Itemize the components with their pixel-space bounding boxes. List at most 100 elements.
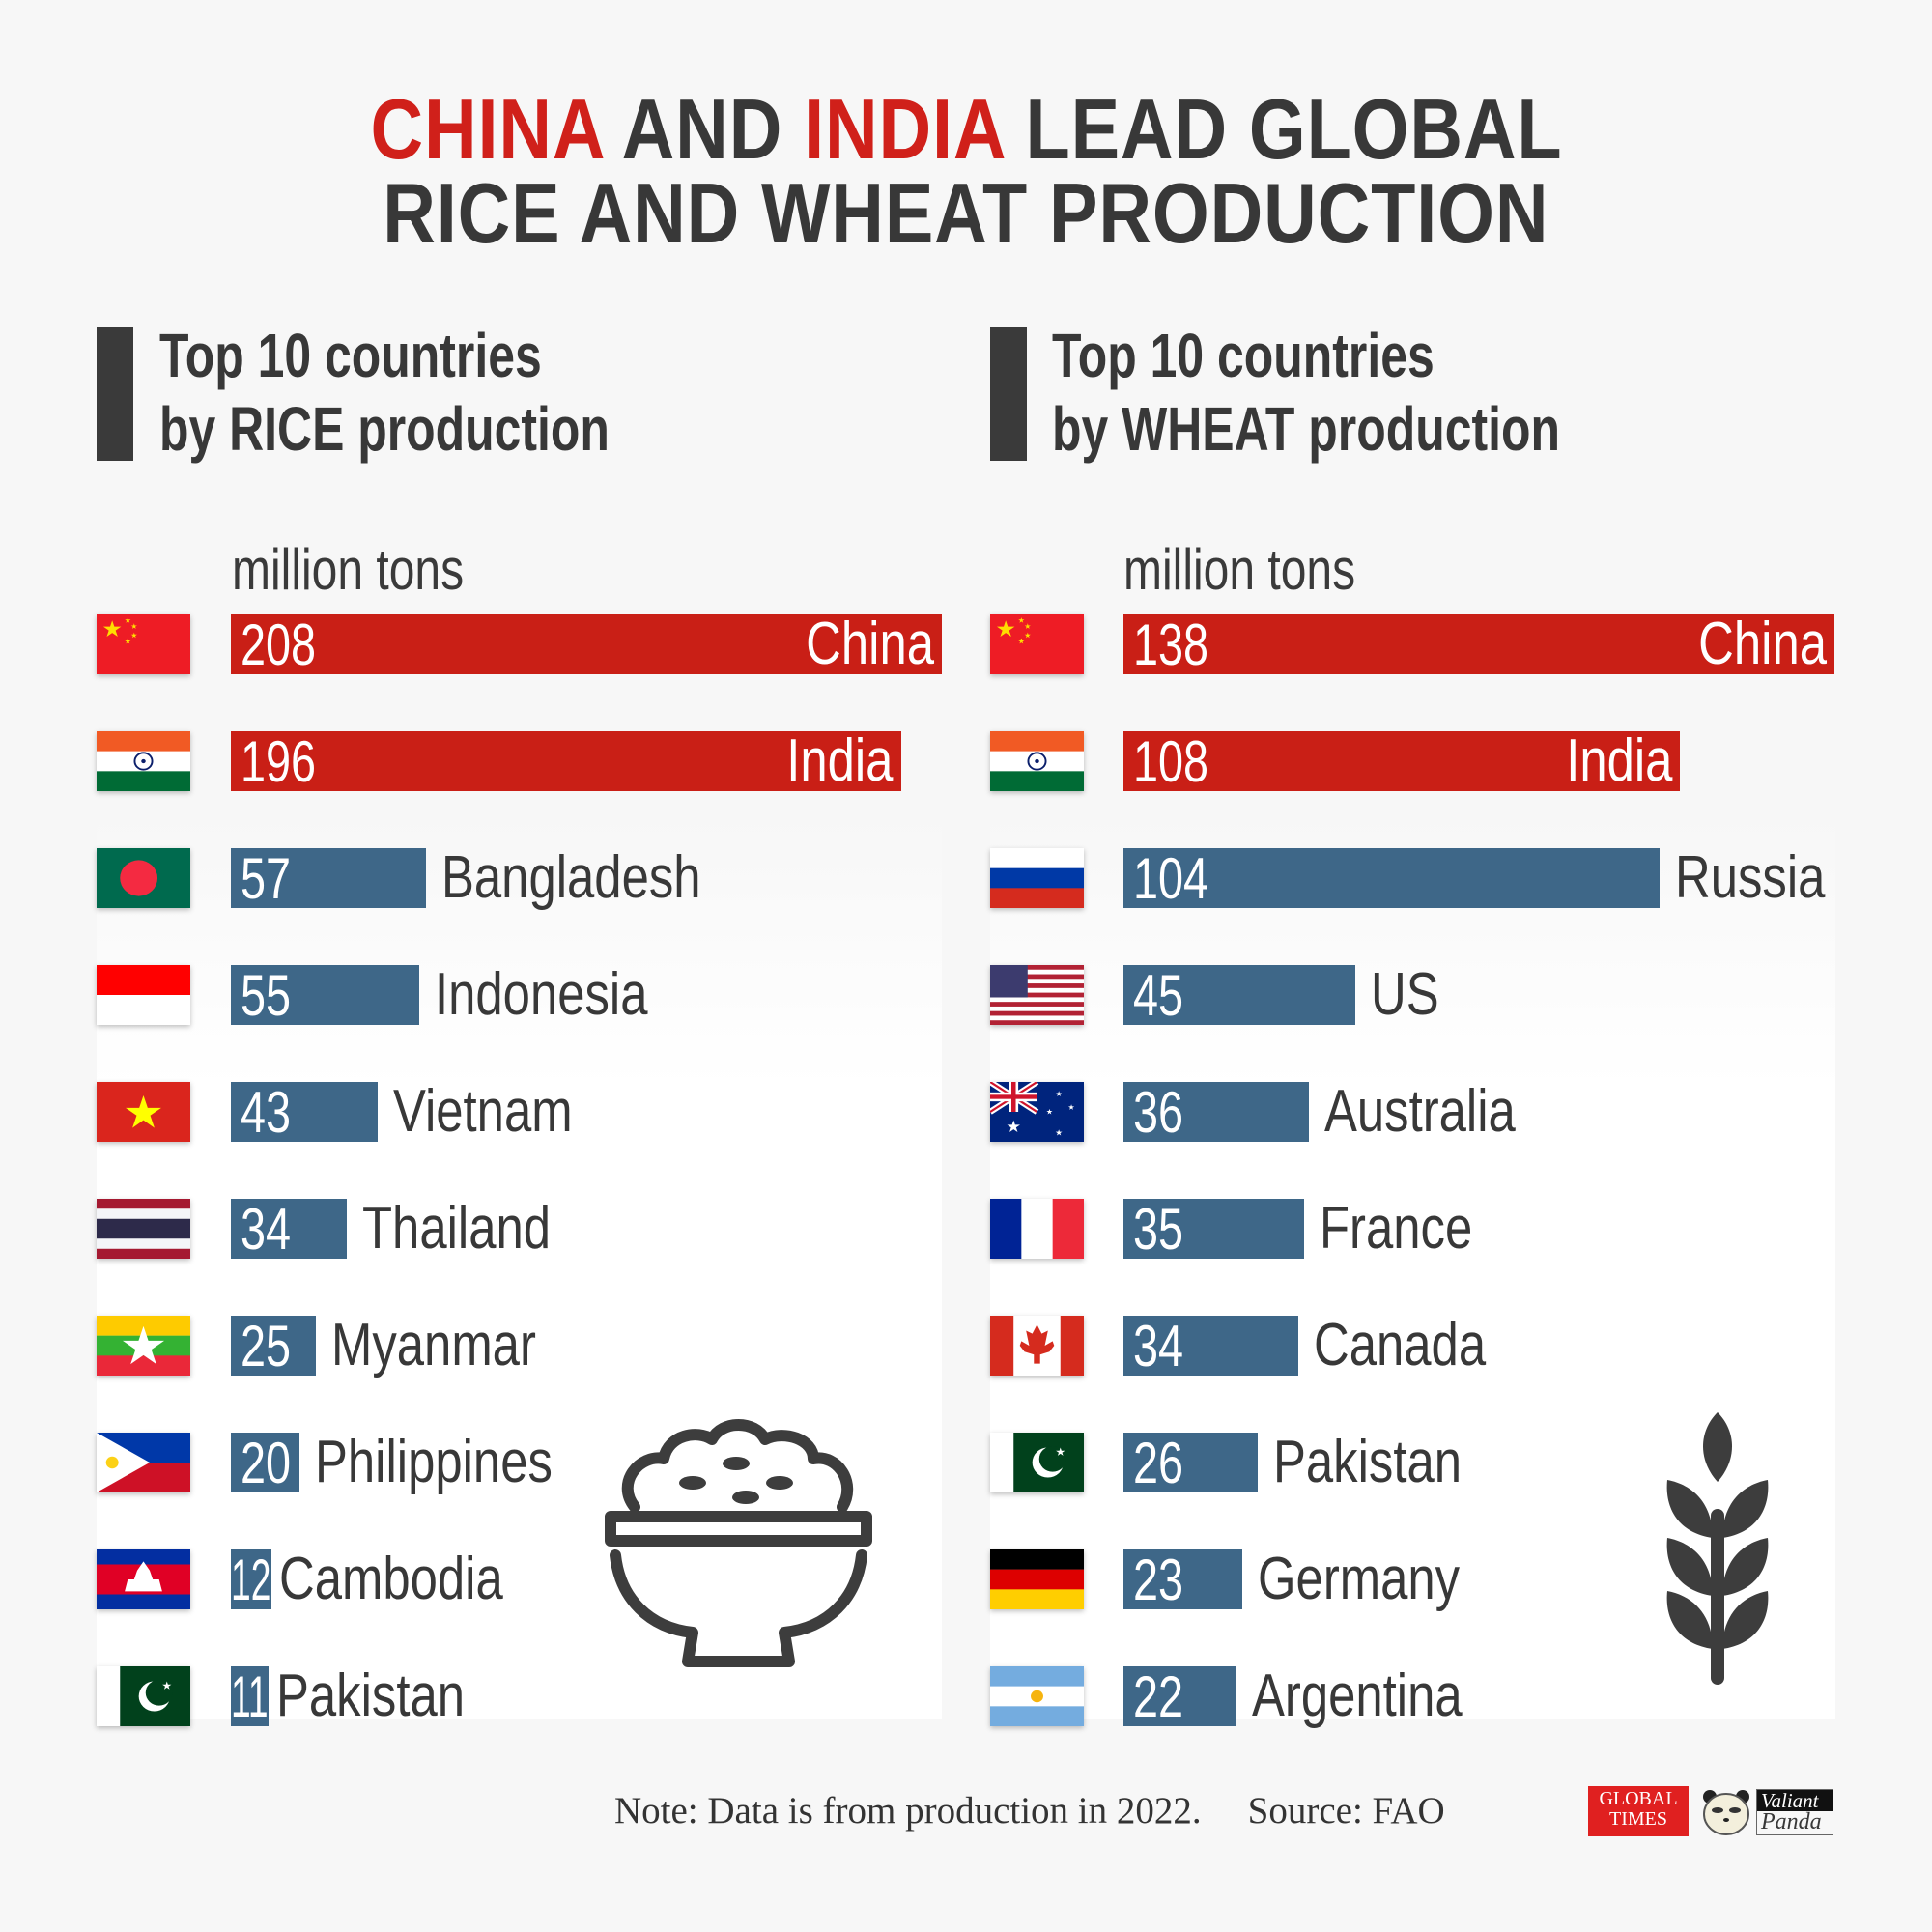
wheat-bar-argentina: 22 bbox=[1123, 1664, 1237, 1729]
wheat-section-marker bbox=[990, 327, 1027, 461]
rice-bar-china: 208 China bbox=[231, 614, 942, 674]
bar-category-label: Argentina bbox=[1252, 1662, 1463, 1729]
bar-value-label: 55 bbox=[241, 963, 292, 1028]
flag-australia-icon bbox=[990, 1082, 1084, 1142]
wheat-bar-germany: 23 bbox=[1123, 1549, 1242, 1609]
flag-pakistan-icon bbox=[990, 1433, 1084, 1492]
bar-category-label: India bbox=[786, 727, 894, 794]
title-line-2-text: RICE AND WHEAT PRODUCTION bbox=[383, 165, 1549, 261]
bar-value-label: 208 bbox=[241, 612, 317, 677]
wheat-title-line2: by WHEAT production bbox=[1052, 394, 1560, 464]
panda-text: Panda bbox=[1761, 1809, 1822, 1834]
bar-value-label: 34 bbox=[241, 1197, 292, 1262]
title-line-1: CHINA AND INDIA LEAD GLOBAL bbox=[0, 87, 1932, 172]
wheat-bar-russia: 104 bbox=[1123, 848, 1660, 908]
rice-title-line1: Top 10 countries bbox=[159, 321, 542, 390]
wheat-bar-india: 108 India bbox=[1123, 731, 1680, 791]
valiant-text: Valiant bbox=[1757, 1790, 1833, 1811]
flag-canada-icon bbox=[990, 1316, 1084, 1376]
rice-bowl-icon bbox=[605, 1419, 872, 1667]
wheat-bar-australia: 36 bbox=[1123, 1082, 1309, 1142]
bar-value-label: 108 bbox=[1133, 729, 1209, 794]
bar-value-label: 26 bbox=[1133, 1431, 1184, 1495]
bar-category-label: Pakistan bbox=[275, 1662, 465, 1729]
bar-value-label: 104 bbox=[1133, 846, 1209, 911]
rice-unit-label: million tons bbox=[232, 537, 465, 602]
rice-bar-indonesia: 55 bbox=[231, 965, 419, 1025]
wheat-bar-canada: 34 bbox=[1123, 1314, 1299, 1378]
flag-myanmar-icon bbox=[97, 1316, 190, 1376]
rice-bar-thailand: 34 bbox=[231, 1197, 348, 1262]
flag-us-icon bbox=[990, 965, 1084, 1025]
bar-category-label: Germany bbox=[1257, 1546, 1460, 1612]
rice-section-title: Top 10 countries by RICE production bbox=[159, 319, 610, 466]
flag-russia-icon bbox=[990, 848, 1084, 908]
bar-value-label: 35 bbox=[1133, 1197, 1184, 1262]
bar-category-label: Bangladesh bbox=[440, 844, 701, 911]
rice-bar-philippines: 20 bbox=[231, 1433, 299, 1492]
rice-title-line2: by RICE production bbox=[159, 394, 610, 464]
bar-value-label: 45 bbox=[1133, 963, 1184, 1028]
wheat-bar-pakistan: 26 bbox=[1123, 1433, 1258, 1492]
bar-value-label: 23 bbox=[1133, 1548, 1184, 1612]
rice-bar-cambodia: 12 bbox=[231, 1548, 272, 1612]
bar-value-label: 138 bbox=[1133, 612, 1209, 677]
footer: Note: Data is from production in 2022. So… bbox=[614, 1789, 1492, 1833]
rice-section-marker bbox=[97, 327, 133, 461]
bar-category-label: Cambodia bbox=[279, 1546, 504, 1612]
bar-value-label: 12 bbox=[231, 1548, 271, 1612]
wheat-bar-france: 35 bbox=[1123, 1199, 1304, 1259]
bar-value-label: 43 bbox=[241, 1080, 292, 1145]
wheat-bar-us: 45 bbox=[1123, 965, 1355, 1025]
flag-germany-icon bbox=[990, 1549, 1084, 1609]
bar-category-label: Russia bbox=[1674, 844, 1826, 911]
bar-category-label: Canada bbox=[1314, 1312, 1487, 1378]
title-india: INDIA bbox=[803, 81, 1005, 177]
bar-value-label: 11 bbox=[231, 1664, 269, 1729]
wheat-bar-china: 138 China bbox=[1123, 614, 1834, 674]
title-line-2: RICE AND WHEAT PRODUCTION bbox=[0, 171, 1932, 256]
bar-category-label: Vietnam bbox=[393, 1078, 573, 1145]
bar-value-label: 34 bbox=[1133, 1314, 1184, 1378]
bar-category-label: Pakistan bbox=[1272, 1429, 1462, 1495]
rice-bar-pakistan: 11 bbox=[231, 1666, 269, 1726]
flag-argentina-icon bbox=[990, 1666, 1084, 1726]
bar-value-label: 36 bbox=[1133, 1080, 1184, 1145]
bar-category-label: Myanmar bbox=[331, 1312, 537, 1378]
wheat-title-line1: Top 10 countries bbox=[1052, 321, 1435, 390]
flag-china-icon bbox=[990, 614, 1084, 674]
bar-category-label: India bbox=[1565, 727, 1672, 794]
flag-india-icon bbox=[97, 731, 190, 791]
bar-category-label: Australia bbox=[1324, 1078, 1516, 1145]
rice-bar-india: 196 India bbox=[231, 731, 901, 791]
title-lead-global: LEAD GLOBAL bbox=[1004, 81, 1563, 177]
global-times-text: GLOBAL TIMES bbox=[1599, 1788, 1678, 1830]
wheat-section-title: Top 10 countries by WHEAT production bbox=[1052, 319, 1560, 466]
flag-india-icon bbox=[990, 731, 1084, 791]
bar-category-label: China bbox=[1698, 611, 1827, 677]
flag-thailand-icon bbox=[97, 1199, 190, 1259]
flag-vietnam-icon bbox=[97, 1082, 190, 1142]
flag-cambodia-icon bbox=[97, 1549, 190, 1609]
bar-category-label: Indonesia bbox=[434, 961, 648, 1028]
title-and: AND bbox=[603, 81, 804, 177]
bar-value-label: 20 bbox=[241, 1431, 292, 1495]
footer-note: Note: Data is from production in 2022. bbox=[614, 1790, 1202, 1832]
flag-indonesia-icon bbox=[97, 965, 190, 1025]
bar-category-label: US bbox=[1371, 961, 1439, 1028]
rice-bar-vietnam: 43 bbox=[231, 1080, 379, 1145]
valiant-panda-logo: Valiant Panda bbox=[1700, 1787, 1835, 1837]
bar-category-label: Philippines bbox=[314, 1429, 553, 1495]
bar-value-label: 57 bbox=[241, 846, 292, 911]
flag-pakistan-icon bbox=[97, 1666, 190, 1726]
footer-source: Source: FAO bbox=[1247, 1790, 1445, 1832]
flag-bangladesh-icon bbox=[97, 848, 190, 908]
panda-icon bbox=[1703, 1790, 1749, 1835]
bar-category-label: China bbox=[806, 611, 934, 677]
bar-category-label: Thailand bbox=[362, 1195, 552, 1262]
bar-value-label: 196 bbox=[241, 729, 317, 794]
rice-bar-bangladesh: 57 bbox=[231, 848, 426, 908]
bar-value-label: 22 bbox=[1133, 1664, 1184, 1729]
global-times-logo: GLOBAL TIMES bbox=[1588, 1786, 1689, 1836]
rice-bar-myanmar: 25 bbox=[231, 1316, 317, 1376]
